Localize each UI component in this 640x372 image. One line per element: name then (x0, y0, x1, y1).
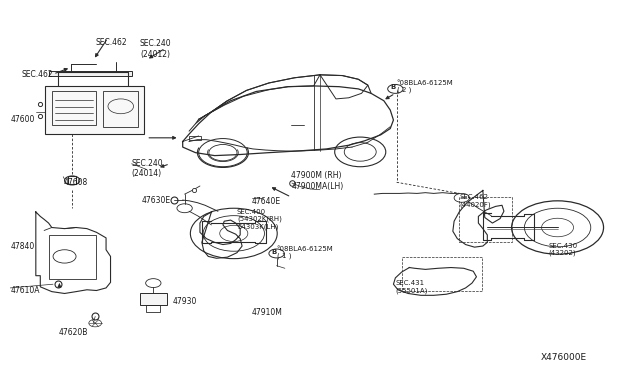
Text: 47610A: 47610A (10, 286, 40, 295)
Bar (189, 136, 200, 140)
Text: X476000E: X476000E (540, 353, 586, 362)
Text: SEC.462
(44020F): SEC.462 (44020F) (460, 194, 491, 208)
Text: SEC.240
(24012): SEC.240 (24012) (140, 39, 172, 58)
Bar (49, 235, 97, 279)
Text: SEC.430
(43202): SEC.430 (43202) (548, 243, 578, 257)
Text: B: B (390, 84, 396, 90)
Text: 47910M: 47910M (252, 308, 282, 317)
Bar (45, 86, 145, 134)
Bar (49, 71, 132, 76)
Text: SEC.462: SEC.462 (95, 38, 127, 47)
Text: SEC.400
(54302K(RH)
54303K(LH): SEC.400 (54302K(RH) 54303K(LH) (237, 209, 282, 230)
Bar (402, 257, 481, 291)
Text: SEC.431
(55501A): SEC.431 (55501A) (396, 280, 428, 294)
Text: 47900MA(LH): 47900MA(LH) (291, 182, 344, 191)
Text: SEC.462: SEC.462 (22, 70, 53, 79)
Bar (460, 197, 511, 241)
Text: 47600: 47600 (10, 115, 35, 124)
Text: SEC.240
(24014): SEC.240 (24014) (132, 158, 163, 178)
Bar (52, 92, 97, 125)
Text: B: B (271, 249, 276, 255)
Bar (147, 305, 161, 312)
Bar (103, 92, 138, 127)
Text: 47900M (RH): 47900M (RH) (291, 171, 342, 180)
Text: °08BLA6-6125M
( 1 ): °08BLA6-6125M ( 1 ) (276, 246, 333, 259)
Text: 47630E: 47630E (141, 196, 170, 205)
Text: 47930: 47930 (173, 297, 198, 306)
Text: 47608: 47608 (63, 178, 88, 187)
Text: 47840: 47840 (10, 241, 35, 250)
Bar (140, 294, 167, 305)
Text: 47620B: 47620B (58, 328, 88, 337)
Text: 47640E: 47640E (252, 197, 281, 206)
Text: °08BLA6-6125M
( 2 ): °08BLA6-6125M ( 2 ) (397, 80, 453, 93)
